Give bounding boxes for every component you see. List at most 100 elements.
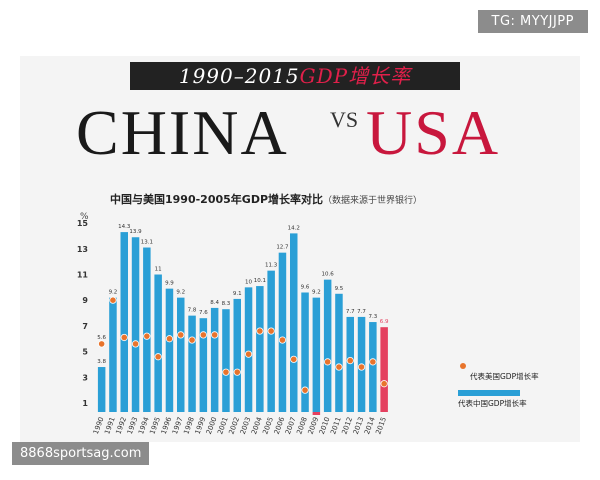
china-data-label: 7.3 xyxy=(368,314,377,320)
china-bar xyxy=(256,286,264,412)
usa-dot xyxy=(222,368,230,376)
chart-title: 中国与美国1990-2005年GDP增长率对比（数据来源于世界银行） xyxy=(110,191,422,207)
china-bar xyxy=(199,318,208,412)
usa-dot xyxy=(199,331,207,339)
china-data-label: 9.2 xyxy=(312,290,321,296)
watermark-top: TG: MYYJJPP xyxy=(477,10,588,33)
china-data-label: 12.7 xyxy=(276,245,289,251)
china-data-label: 9.2 xyxy=(109,290,118,296)
usa-negative-marker xyxy=(312,412,321,415)
usa-dot xyxy=(290,355,298,363)
legend-china-swatch xyxy=(458,390,520,396)
china-bar xyxy=(346,316,354,412)
china-bar xyxy=(143,247,151,412)
usa-dot xyxy=(256,327,264,335)
china-bar xyxy=(244,287,253,412)
china-data-label: 6.9 xyxy=(380,319,389,325)
china-bar xyxy=(335,293,343,412)
china-data-label: 9.1 xyxy=(233,291,242,297)
y-tick-label: 15 xyxy=(77,219,89,228)
y-tick-label: 5 xyxy=(82,348,88,357)
usa-dot xyxy=(233,368,241,376)
china-data-label: 9.9 xyxy=(165,281,174,287)
poster-banner: 1990–2015GDP增长率 xyxy=(130,62,460,90)
y-tick-label: 13 xyxy=(77,245,88,254)
usa-dot xyxy=(211,331,219,339)
china-bar xyxy=(131,237,140,412)
china-bar xyxy=(290,233,298,412)
chart-title-text: 中国与美国1990-2005年GDP增长率对比 xyxy=(110,193,324,206)
watermark-bottom: 8868sportsag.com xyxy=(12,442,150,465)
china-data-label: 13.1 xyxy=(141,240,153,246)
banner-topic: GDP增长率 xyxy=(299,64,412,88)
china-data-label: 9.2 xyxy=(176,290,185,296)
china-data-label: 7.8 xyxy=(188,308,197,314)
china-data-label: 8.4 xyxy=(210,300,219,306)
usa-dot xyxy=(165,335,174,343)
china-bar xyxy=(323,279,332,412)
usa-dot xyxy=(244,350,253,358)
usa-dot xyxy=(188,336,196,344)
usa-dot xyxy=(369,358,377,366)
china-data-label: 3.8 xyxy=(97,359,106,365)
y-tick-label: 9 xyxy=(82,296,88,305)
china-bar xyxy=(97,367,106,412)
banner-years: 1990–2015 xyxy=(178,64,300,88)
china-bar xyxy=(222,309,230,412)
usa-dot xyxy=(154,353,162,361)
y-axis-label: % xyxy=(80,212,89,222)
usa-dot xyxy=(177,331,185,339)
usa-dot xyxy=(267,327,275,335)
usa-dot xyxy=(131,340,140,348)
usa-dot xyxy=(120,333,128,342)
china-data-label: 11.3 xyxy=(265,263,278,269)
china-bar xyxy=(369,322,377,412)
china-data-label: 9.5 xyxy=(335,286,344,292)
china-bar xyxy=(188,315,196,412)
china-data-label: 11 xyxy=(155,267,162,273)
legend-usa-label: 代表美国GDP增长率 xyxy=(470,371,539,381)
usa-dot xyxy=(357,363,366,371)
usa-dot xyxy=(301,386,309,394)
usa-dot xyxy=(346,356,354,365)
legend-china-label: 代表中国GDP增长率 xyxy=(458,398,527,408)
china-data-label: 10 xyxy=(245,279,252,285)
headline-vs: VS xyxy=(330,107,359,132)
china-data-label: 8.3 xyxy=(222,301,231,307)
usa-dot xyxy=(143,332,151,340)
chart-subtitle: （数据来源于世界银行） xyxy=(323,196,423,206)
china-data-label: 9.6 xyxy=(301,284,310,290)
china-data-label: 13.9 xyxy=(129,229,142,235)
usa-dot xyxy=(380,380,388,388)
y-tick-label: 1 xyxy=(82,399,88,408)
china-data-label: 7.7 xyxy=(357,309,366,315)
china-data-label: 7.6 xyxy=(199,310,208,316)
china-data-label: 10.1 xyxy=(254,278,266,284)
headline-china: CHINA xyxy=(76,97,289,168)
y-tick-label: 11 xyxy=(77,271,89,280)
y-tick-label: 7 xyxy=(82,322,88,331)
y-tick-label: 3 xyxy=(82,373,88,382)
china-data-label: 14.2 xyxy=(288,225,300,231)
china-bar xyxy=(109,297,117,412)
china-bar xyxy=(301,292,309,412)
china-bar xyxy=(380,327,388,412)
china-bar xyxy=(120,232,128,412)
china-bar xyxy=(165,288,174,412)
usa-dot xyxy=(335,363,343,371)
usa-dot xyxy=(109,296,117,304)
usa-dot xyxy=(324,358,332,366)
usa-dot xyxy=(98,340,106,348)
china-bar xyxy=(267,270,275,412)
china-data-label: 7.7 xyxy=(346,309,355,315)
legend-usa-swatch xyxy=(460,363,466,369)
usa-dot xyxy=(278,336,287,344)
china-bar xyxy=(210,307,219,412)
china-data-label: 10.6 xyxy=(322,272,335,278)
china-bar xyxy=(233,298,241,412)
usa-data-label: 5.6 xyxy=(97,335,106,341)
china-bar xyxy=(278,252,287,412)
china-bar xyxy=(177,297,185,412)
china-data-label: 14.3 xyxy=(118,224,131,230)
